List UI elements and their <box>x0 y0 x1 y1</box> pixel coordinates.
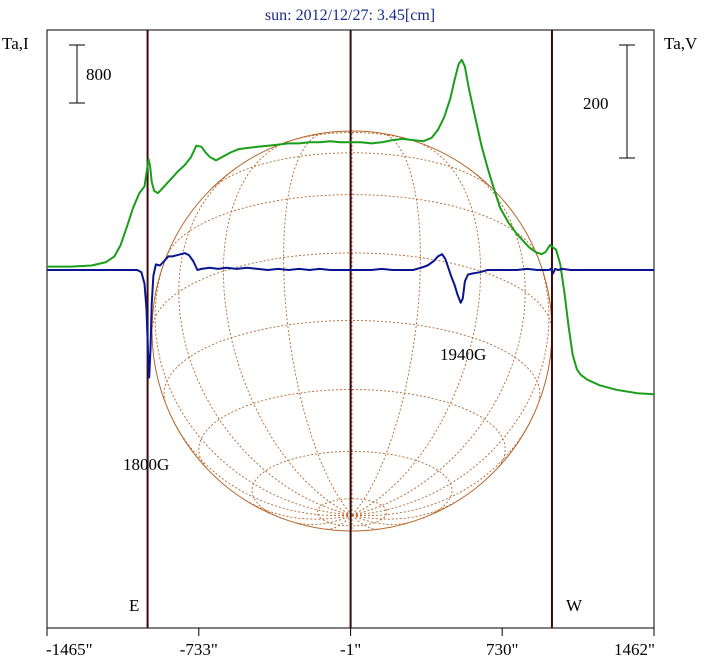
scale-bar-right <box>619 44 635 159</box>
vertical-markers <box>146 30 553 628</box>
longitude-line <box>351 133 421 516</box>
scale-bar-right-label: 200 <box>583 94 609 113</box>
longitude-line <box>351 141 482 516</box>
series-line-stokes-i <box>47 58 655 396</box>
longitude-line <box>283 133 353 516</box>
longitude-line <box>242 498 353 520</box>
longitude-line <box>351 167 526 516</box>
longitude-line <box>178 167 353 516</box>
chart-title: sun: 2012/12/27: 3.45[cm] <box>265 7 435 24</box>
latitude-line <box>198 389 506 469</box>
series-group <box>47 58 655 396</box>
y-axis-label-right: Ta,V <box>664 34 698 53</box>
series-line-stokes-v <box>47 252 654 379</box>
longitude-line <box>154 252 353 516</box>
limb-label-east: E <box>129 596 139 615</box>
annotation-1940g: 1940G <box>440 345 486 364</box>
x-tick-label: -1" <box>340 640 361 659</box>
solar-disk-grid <box>151 130 553 532</box>
longitude-line <box>171 418 353 517</box>
longitude-line <box>351 418 533 517</box>
annotation-1800g: 1800G <box>123 455 169 474</box>
scale-bar-left <box>69 44 85 104</box>
latitude-line <box>151 252 553 332</box>
longitude-line <box>351 498 462 520</box>
x-tick-label: 730" <box>486 640 518 659</box>
latitude-line <box>251 450 453 519</box>
x-tick-label: -1465" <box>46 640 93 659</box>
y-axis-label-left: Ta,I <box>2 34 29 53</box>
x-tick-label: 1462" <box>614 640 655 659</box>
longitude-line <box>222 141 353 516</box>
longitude-line <box>351 252 550 516</box>
x-axis-ticks: -1465" -733" -1" 730" 1462" <box>46 628 655 659</box>
x-tick-label: -733" <box>180 640 218 659</box>
latitude-line <box>284 132 420 143</box>
scale-bar-left-label: 800 <box>86 65 112 84</box>
limb-label-west: W <box>566 596 583 615</box>
